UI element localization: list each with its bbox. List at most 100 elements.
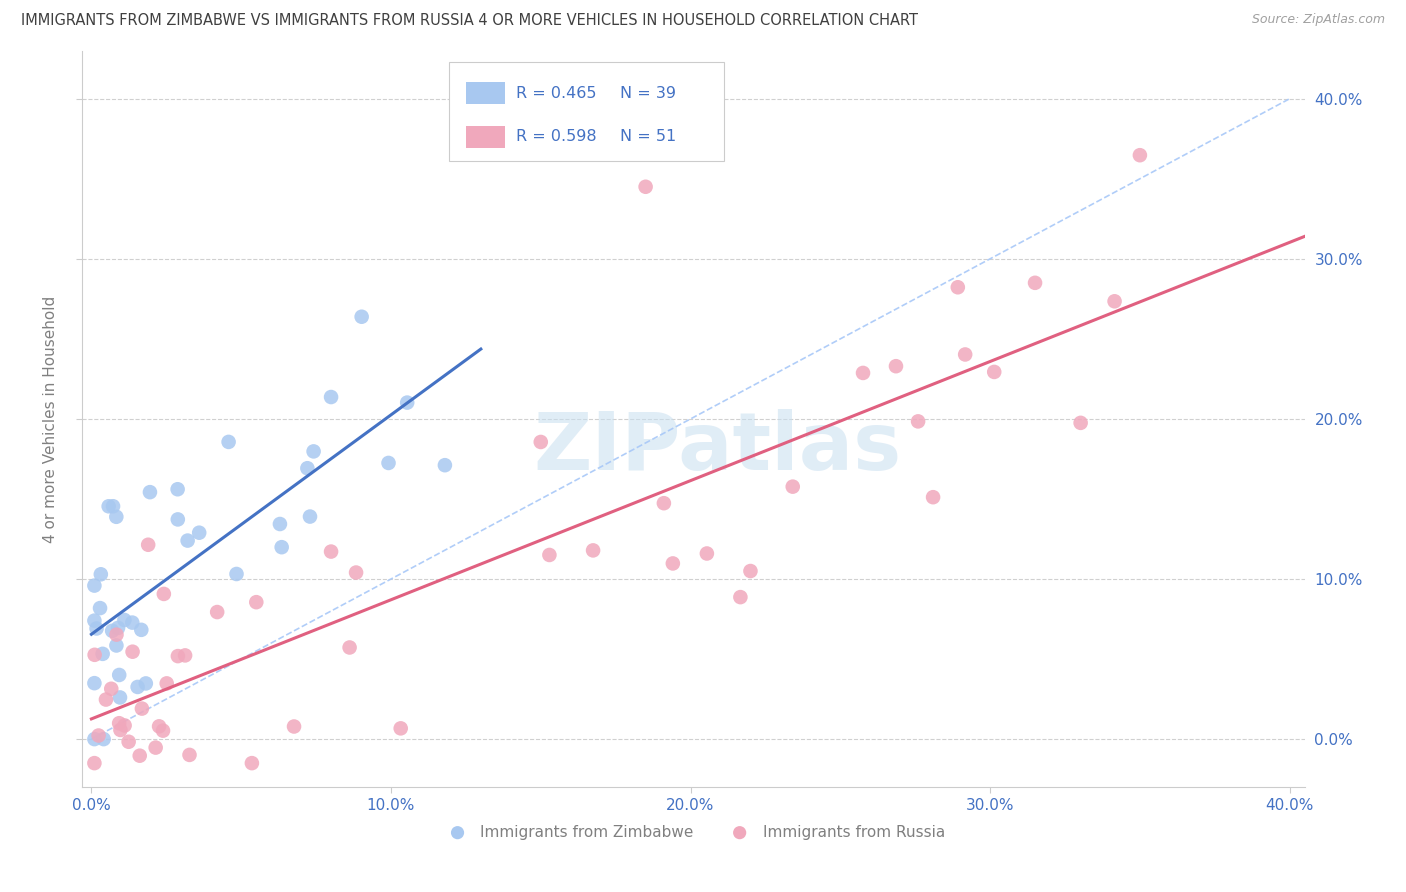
- Point: [245, 595, 267, 609]
- FancyBboxPatch shape: [467, 82, 505, 104]
- Point: [179, 747, 201, 762]
- Point: [97, 500, 120, 514]
- Point: [87, 729, 110, 743]
- Point: [145, 740, 167, 755]
- Point: [156, 676, 179, 690]
- Point: [302, 444, 325, 458]
- Point: [83, 732, 105, 747]
- Point: [101, 500, 124, 514]
- Point: [117, 735, 139, 749]
- Point: [152, 723, 174, 738]
- Point: [582, 543, 605, 558]
- Point: [83, 648, 105, 662]
- Point: [131, 701, 153, 715]
- Point: [128, 748, 150, 763]
- Point: [907, 414, 929, 428]
- Point: [114, 718, 136, 732]
- Point: [83, 614, 105, 628]
- Point: [101, 624, 124, 638]
- Point: [90, 567, 112, 582]
- Point: [121, 645, 143, 659]
- Point: [83, 676, 105, 690]
- Point: [83, 578, 105, 592]
- Point: [91, 647, 114, 661]
- Point: [538, 548, 561, 562]
- Point: [188, 525, 211, 540]
- Point: [634, 179, 657, 194]
- Point: [166, 482, 188, 496]
- Point: [148, 719, 170, 733]
- Point: [852, 366, 875, 380]
- Point: [240, 756, 263, 771]
- Point: [105, 509, 128, 524]
- Point: [218, 434, 240, 449]
- Point: [136, 538, 159, 552]
- Point: [1070, 416, 1092, 430]
- Point: [662, 557, 685, 571]
- Point: [94, 692, 117, 706]
- Point: [167, 649, 190, 664]
- Point: [782, 480, 804, 494]
- Point: [922, 490, 945, 504]
- Point: [121, 615, 143, 630]
- Point: [730, 590, 752, 604]
- Point: [396, 395, 419, 409]
- Text: Source: ZipAtlas.com: Source: ZipAtlas.com: [1251, 13, 1385, 27]
- Point: [174, 648, 197, 663]
- Point: [389, 722, 412, 736]
- Point: [135, 676, 157, 690]
- Point: [110, 723, 132, 737]
- Point: [946, 280, 969, 294]
- Legend: Immigrants from Zimbabwe, Immigrants from Russia: Immigrants from Zimbabwe, Immigrants fro…: [436, 819, 950, 846]
- Point: [127, 680, 149, 694]
- Point: [1129, 148, 1152, 162]
- Text: R = 0.465: R = 0.465: [516, 86, 596, 101]
- Point: [377, 456, 399, 470]
- Point: [131, 623, 153, 637]
- Point: [108, 716, 131, 731]
- Point: [530, 434, 553, 449]
- Text: IMMIGRANTS FROM ZIMBABWE VS IMMIGRANTS FROM RUSSIA 4 OR MORE VEHICLES IN HOUSEHO: IMMIGRANTS FROM ZIMBABWE VS IMMIGRANTS F…: [21, 13, 918, 29]
- Point: [350, 310, 373, 324]
- Y-axis label: 4 or more Vehicles in Household: 4 or more Vehicles in Household: [44, 295, 58, 542]
- Point: [100, 681, 122, 696]
- Text: R = 0.598: R = 0.598: [516, 129, 598, 145]
- Point: [112, 613, 135, 627]
- Point: [105, 627, 128, 641]
- Point: [1024, 276, 1046, 290]
- Point: [153, 587, 176, 601]
- Point: [344, 566, 367, 580]
- Point: [225, 566, 247, 581]
- Text: N = 51: N = 51: [620, 129, 676, 145]
- Point: [339, 640, 361, 655]
- Point: [319, 390, 342, 404]
- Point: [298, 509, 321, 524]
- Point: [108, 668, 131, 682]
- Point: [139, 485, 162, 500]
- Point: [319, 544, 342, 558]
- Point: [884, 359, 907, 374]
- FancyBboxPatch shape: [449, 62, 724, 161]
- Point: [652, 496, 675, 510]
- Point: [297, 461, 319, 475]
- Point: [108, 690, 131, 705]
- Text: ZIPatlas: ZIPatlas: [534, 409, 903, 487]
- Point: [93, 732, 115, 747]
- Point: [953, 347, 976, 361]
- Point: [105, 639, 128, 653]
- Text: N = 39: N = 39: [620, 86, 676, 101]
- Point: [176, 533, 198, 548]
- FancyBboxPatch shape: [467, 126, 505, 148]
- Point: [283, 719, 305, 733]
- Point: [83, 756, 105, 771]
- Point: [205, 605, 228, 619]
- Point: [269, 516, 291, 531]
- Point: [1104, 294, 1126, 309]
- Point: [107, 621, 129, 635]
- Point: [433, 458, 456, 473]
- Point: [740, 564, 762, 578]
- Point: [86, 622, 108, 636]
- Point: [270, 540, 292, 554]
- Point: [696, 547, 718, 561]
- Point: [166, 512, 188, 526]
